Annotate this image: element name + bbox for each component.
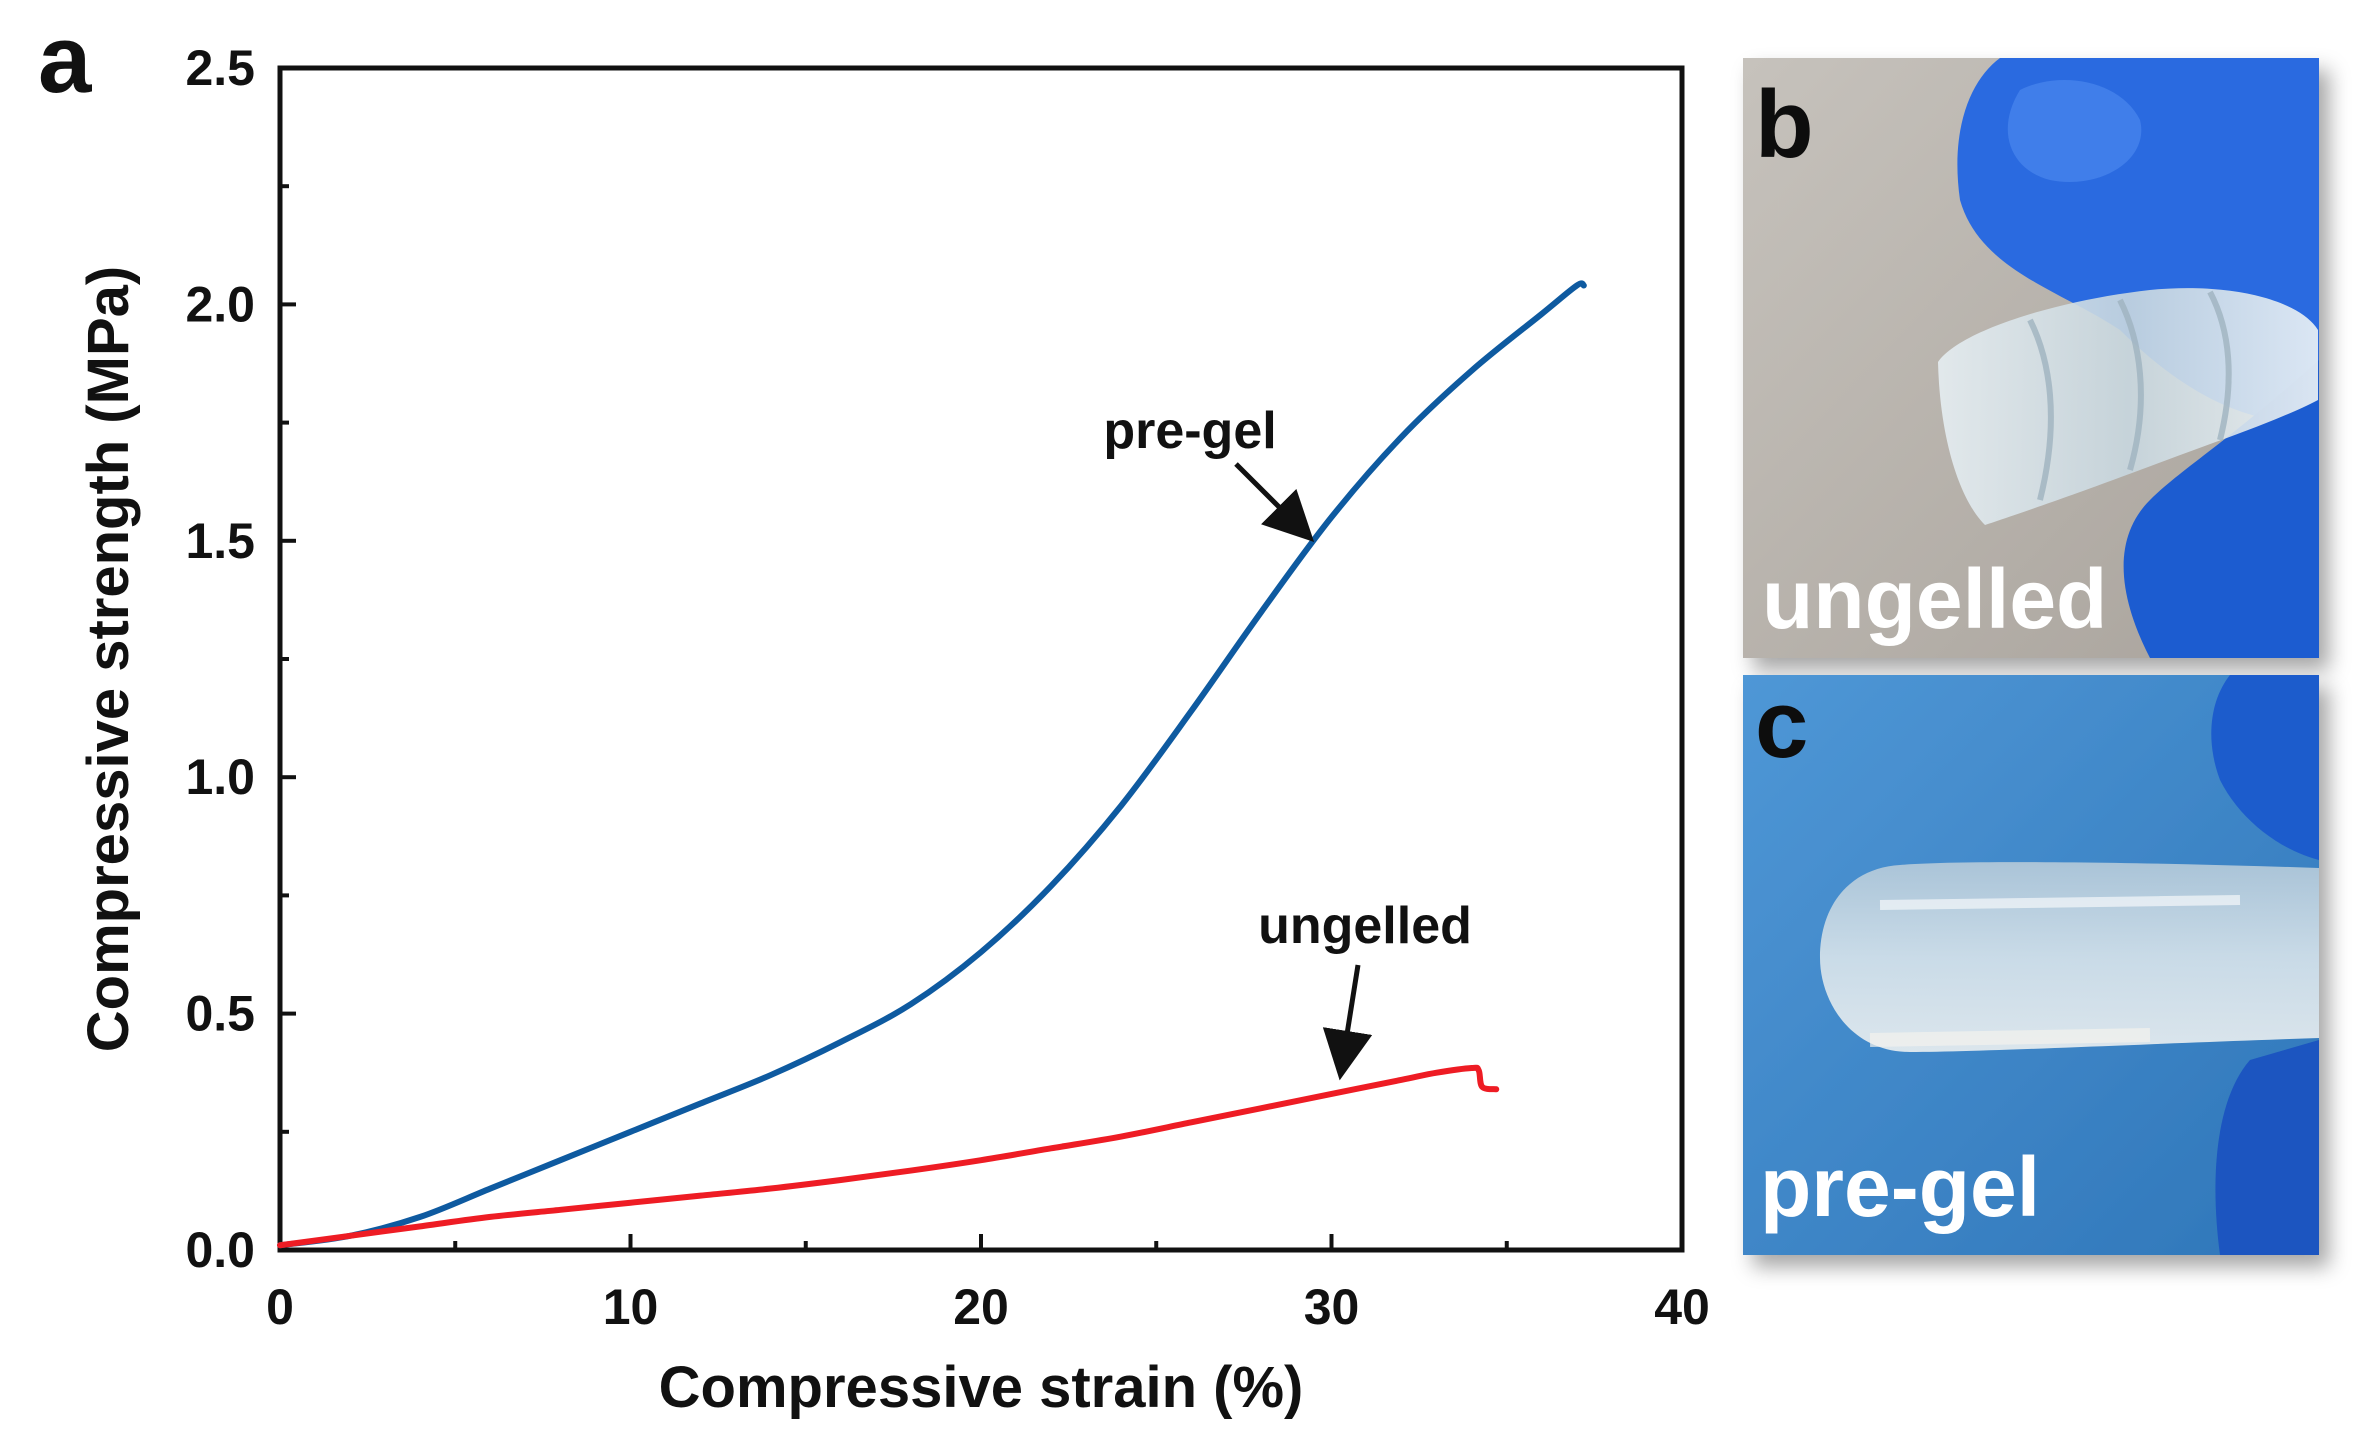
- annotation-layer: pre-gel ungelled: [1103, 402, 1472, 1081]
- panel-label-a: a: [38, 6, 92, 113]
- y-tick-label: 0.0: [185, 1222, 255, 1278]
- annotation-arrow-ungelled: [1322, 964, 1373, 1081]
- y-tick-label: 1.5: [185, 513, 255, 569]
- chart-area: 0 10 20 30 40 0.0 0.5 1.0 1.5 2.0 2.5 pre-gel unge…: [76, 40, 1710, 1420]
- panel-label-c: c: [1755, 671, 1808, 778]
- x-axis-title: Compressive strain (%): [659, 1355, 1304, 1420]
- annotation-ungelled: ungelled: [1258, 897, 1472, 955]
- annotation-pre-gel: pre-gel: [1103, 402, 1276, 460]
- photo-c-caption: pre-gel: [1760, 1140, 2040, 1234]
- y-tick-label: 2.5: [185, 40, 255, 96]
- photo-panel-c: c pre-gel: [1743, 671, 2319, 1255]
- x-tick-label: 40: [1654, 1279, 1710, 1335]
- panel-label-b: b: [1755, 71, 1814, 178]
- photo-b-caption: ungelled: [1762, 552, 2107, 646]
- y-axis-title: Compressive strength (MPa): [76, 266, 141, 1052]
- y-tick-label: 2.0: [185, 276, 255, 332]
- y-tick-label: 1.0: [185, 749, 255, 805]
- y-tick-label: 0.5: [185, 986, 255, 1042]
- x-tick-label: 30: [1304, 1279, 1360, 1335]
- x-axis-ticks: 0 10 20 30 40: [266, 1234, 1710, 1335]
- plot-frame: [277, 65, 1685, 1253]
- x-tick-label: 10: [603, 1279, 659, 1335]
- series-layer: [277, 280, 1587, 1249]
- series-line-ungelled: [277, 1064, 1500, 1249]
- photo-panel-b: b ungelled: [1743, 58, 2319, 658]
- y-axis-ticks: 0.0 0.5 1.0 1.5 2.0 2.5: [185, 40, 296, 1278]
- series-line-pre-gel: [277, 280, 1587, 1249]
- x-tick-label: 0: [266, 1279, 294, 1335]
- annotation-arrow-pre-gel: [1234, 462, 1315, 542]
- x-tick-label: 20: [953, 1279, 1009, 1335]
